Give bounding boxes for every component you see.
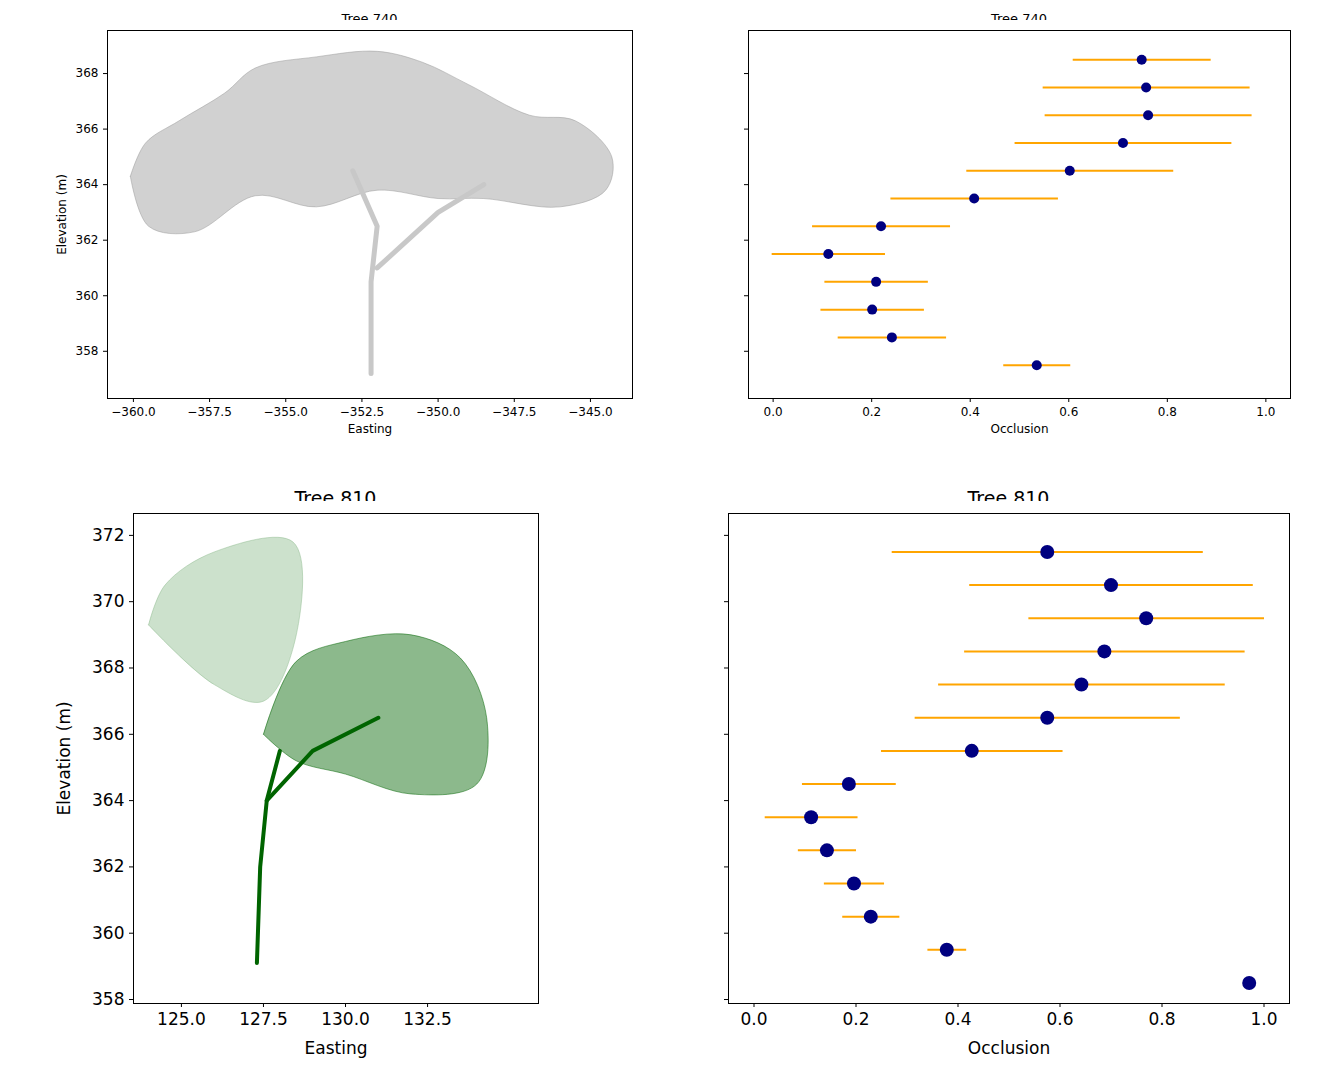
html-text:Tree 740: Tree 740 — [341, 11, 398, 27]
svg-text:362: 362 — [76, 233, 99, 247]
svg-text:0.8: 0.8 — [1158, 405, 1177, 419]
svg-text:0.4: 0.4 — [961, 405, 980, 419]
svg-text:Elevation (m): Elevation (m) — [54, 701, 74, 815]
svg-text:0.6: 0.6 — [1046, 1009, 1073, 1029]
svg-text:132.5: 132.5 — [403, 1009, 452, 1029]
svg-text:368: 368 — [92, 657, 124, 677]
svg-text:366: 366 — [76, 122, 99, 136]
svg-text:372: 372 — [92, 525, 124, 545]
svg-text:0.4: 0.4 — [944, 1009, 971, 1029]
svg-text:368: 368 — [76, 66, 99, 80]
svg-text:Occlusion: Occlusion — [990, 422, 1048, 436]
svg-text:125.0: 125.0 — [157, 1009, 206, 1029]
svg-text:0.0: 0.0 — [764, 405, 783, 419]
svg-text:−360.0: −360.0 — [111, 405, 155, 419]
html-text:Tree 810: Tree 810 — [967, 487, 1050, 510]
svg-text:127.5: 127.5 — [239, 1009, 288, 1029]
svg-text:Occlusion: Occlusion — [968, 1038, 1050, 1058]
svg-text:−352.5: −352.5 — [340, 405, 384, 419]
svg-text:−355.0: −355.0 — [264, 405, 308, 419]
svg-text:0.6: 0.6 — [1059, 405, 1078, 419]
svg-text:364: 364 — [76, 177, 99, 191]
svg-text:1.0: 1.0 — [1250, 1009, 1277, 1029]
html-text:Tree 740: Tree 740 — [991, 11, 1047, 27]
svg-text:−347.5: −347.5 — [492, 405, 536, 419]
svg-text:360: 360 — [76, 289, 99, 303]
svg-text:366: 366 — [92, 724, 124, 744]
svg-text:360: 360 — [92, 923, 124, 943]
svg-text:Easting: Easting — [348, 422, 392, 436]
svg-text:−345.0: −345.0 — [568, 405, 612, 419]
svg-text:130.0: 130.0 — [321, 1009, 370, 1029]
svg-text:358: 358 — [76, 344, 99, 358]
html-text:Tree 810: Tree 810 — [294, 487, 377, 510]
svg-text:0.8: 0.8 — [1148, 1009, 1175, 1029]
svg-text:1.0: 1.0 — [1256, 405, 1275, 419]
svg-text:0.0: 0.0 — [740, 1009, 767, 1029]
svg-text:358: 358 — [92, 989, 124, 1009]
svg-text:364: 364 — [92, 790, 124, 810]
svg-text:362: 362 — [92, 856, 124, 876]
svg-text:Easting: Easting — [305, 1038, 368, 1058]
svg-text:Elevation (m): Elevation (m) — [55, 174, 69, 255]
svg-text:−350.0: −350.0 — [416, 405, 460, 419]
svg-text:0.2: 0.2 — [842, 1009, 869, 1029]
svg-text:−357.5: −357.5 — [187, 405, 231, 419]
svg-text:0.2: 0.2 — [862, 405, 881, 419]
svg-text:370: 370 — [92, 591, 124, 611]
